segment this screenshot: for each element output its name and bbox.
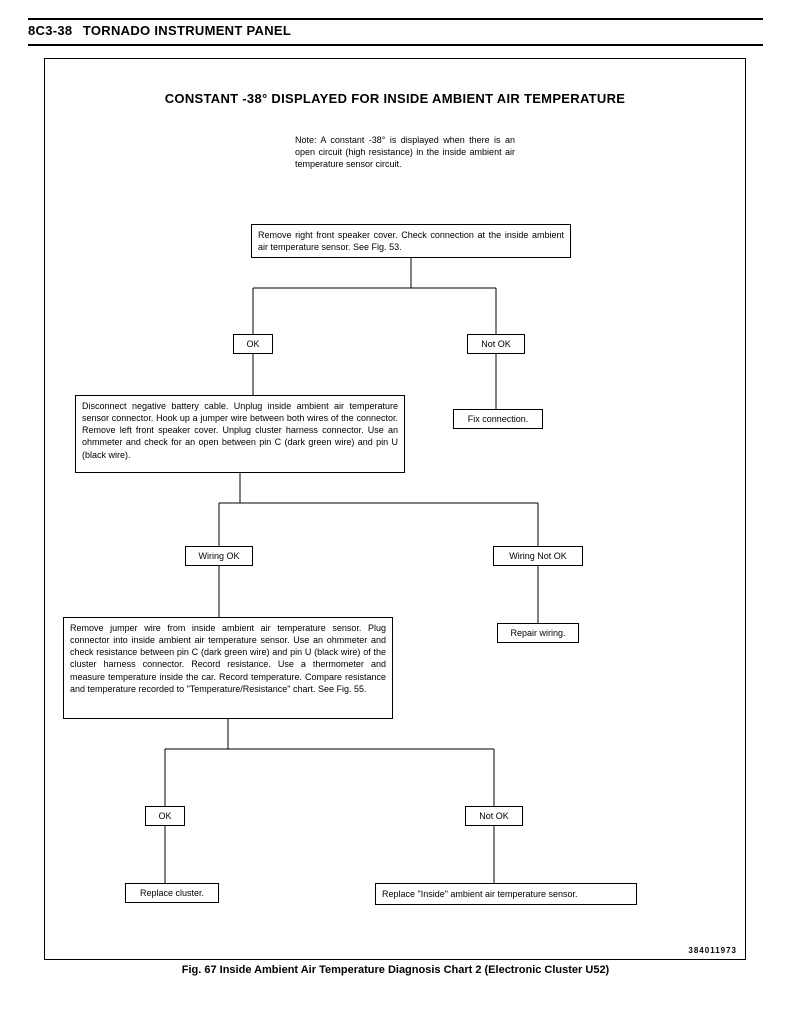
page-header: 8C3-38 TORNADO INSTRUMENT PANEL: [28, 18, 763, 46]
flowchart-node-n5_remove: Remove jumper wire from inside ambient a…: [63, 617, 393, 719]
figure-caption: Fig. 67 Inside Ambient Air Temperature D…: [0, 964, 791, 976]
flowchart-node-n4_wnotok: Wiring Not OK: [493, 546, 583, 566]
flowchart-node-n2_ok: OK: [233, 334, 273, 354]
section-title: TORNADO INSTRUMENT PANEL: [83, 23, 291, 38]
document-number: 384011973: [688, 946, 737, 955]
page: 8C3-38 TORNADO INSTRUMENT PANEL CONSTANT…: [0, 0, 791, 1024]
section-code: 8C3-38: [28, 23, 72, 38]
flowchart-node-n7_cluster: Replace cluster.: [125, 883, 219, 903]
flowchart-node-n2_notok: Not OK: [467, 334, 525, 354]
flowchart-node-n3_fix: Fix connection.: [453, 409, 543, 429]
flowchart-node-n7_sensor: Replace "Inside" ambient air temperature…: [375, 883, 637, 905]
chart-frame: CONSTANT -38° DISPLAYED FOR INSIDE AMBIE…: [44, 58, 746, 960]
flowchart-node-n1: Remove right front speaker cover. Check …: [251, 224, 571, 258]
flowchart: Remove right front speaker cover. Check …: [45, 59, 745, 959]
flowchart-node-n5_repair: Repair wiring.: [497, 623, 579, 643]
flowchart-node-n6_ok: OK: [145, 806, 185, 826]
flowchart-node-n3_disc: Disconnect negative battery cable. Unplu…: [75, 395, 405, 473]
flowchart-node-n6_notok: Not OK: [465, 806, 523, 826]
flowchart-node-n4_wok: Wiring OK: [185, 546, 253, 566]
